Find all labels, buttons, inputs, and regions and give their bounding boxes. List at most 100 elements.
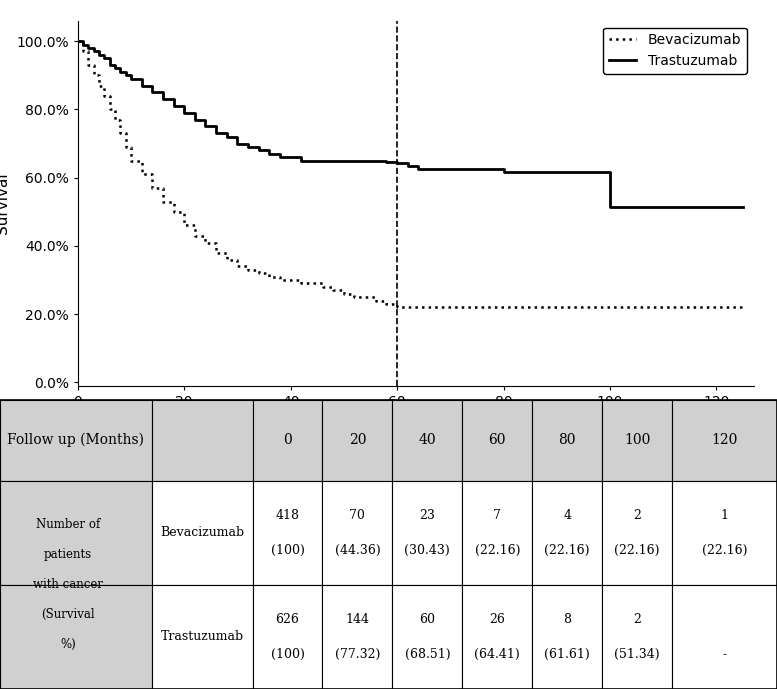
- Trastuzumab: [110, 64, 120, 72]
- Text: (44.36): (44.36): [335, 544, 380, 557]
- Bevacizumab: [265, 272, 274, 280]
- Text: Trastuzumab: Trastuzumab: [161, 630, 243, 644]
- Text: 626: 626: [276, 613, 299, 626]
- Text: Number of
 
patients
 
with cancer
 
(Survival
 
%): Number of patients with cancer (Survival…: [33, 518, 103, 651]
- Bevacizumab: [340, 289, 349, 298]
- Bevacizumab: [318, 282, 327, 291]
- Bar: [462, 585, 532, 689]
- Bevacizumab: [148, 184, 157, 192]
- Text: (22.16): (22.16): [545, 544, 590, 557]
- Trastuzumab: [738, 203, 747, 212]
- Bar: [532, 400, 602, 481]
- Bar: [253, 481, 322, 585]
- Trastuzumab: [329, 156, 338, 165]
- Bevacizumab: [211, 249, 221, 257]
- Text: 418: 418: [276, 509, 299, 522]
- Bevacizumab: [73, 37, 82, 45]
- Bevacizumab: [190, 232, 200, 240]
- Text: (61.61): (61.61): [545, 648, 590, 661]
- Bar: [322, 585, 392, 689]
- Trastuzumab: [265, 150, 274, 158]
- Trastuzumab: [275, 153, 284, 161]
- Text: Bevacizumab: Bevacizumab: [160, 526, 244, 539]
- Bar: [392, 481, 462, 585]
- Bevacizumab: [738, 302, 747, 311]
- Text: 0: 0: [283, 433, 292, 447]
- Bevacizumab: [169, 207, 178, 216]
- Bar: [0, 400, 152, 481]
- Trastuzumab: [659, 203, 668, 212]
- Bar: [602, 481, 672, 585]
- Line: Trastuzumab: Trastuzumab: [78, 41, 743, 207]
- Bevacizumab: [200, 238, 210, 247]
- Bevacizumab: [392, 302, 402, 311]
- Text: (30.43): (30.43): [405, 544, 450, 557]
- Trastuzumab: [286, 153, 295, 161]
- Y-axis label: Survival: Survival: [0, 172, 11, 234]
- Bar: [253, 400, 322, 481]
- Trastuzumab: [73, 37, 82, 45]
- Trastuzumab: [542, 168, 551, 176]
- Bevacizumab: [84, 61, 93, 69]
- X-axis label: Duration in Months: Duration in Months: [343, 414, 489, 429]
- Bevacizumab: [179, 221, 189, 229]
- Text: (22.16): (22.16): [702, 544, 747, 557]
- Bar: [0, 481, 152, 585]
- Text: (68.51): (68.51): [405, 648, 450, 661]
- Text: -: -: [723, 648, 726, 661]
- Text: 23: 23: [420, 509, 435, 522]
- Bevacizumab: [605, 302, 615, 311]
- Bevacizumab: [307, 279, 316, 287]
- Text: 60: 60: [420, 613, 435, 626]
- Text: 100: 100: [624, 433, 650, 447]
- Text: 4: 4: [563, 509, 571, 522]
- Bevacizumab: [222, 256, 232, 264]
- Trastuzumab: [190, 116, 200, 124]
- Trastuzumab: [105, 61, 114, 69]
- Trastuzumab: [179, 109, 189, 117]
- Bar: [672, 400, 777, 481]
- Bevacizumab: [243, 266, 253, 274]
- Trastuzumab: [148, 88, 157, 96]
- Bevacizumab: [105, 105, 114, 114]
- Bar: [392, 585, 462, 689]
- Bevacizumab: [137, 170, 146, 178]
- Trastuzumab: [361, 156, 370, 165]
- Trastuzumab: [350, 156, 359, 165]
- Bevacizumab: [233, 263, 242, 271]
- Bevacizumab: [297, 279, 306, 287]
- Trastuzumab: [318, 156, 327, 165]
- Trastuzumab: [121, 71, 131, 79]
- Bar: [602, 585, 672, 689]
- Text: 20: 20: [349, 433, 366, 447]
- Bar: [672, 585, 777, 689]
- Text: 8: 8: [563, 613, 571, 626]
- Trastuzumab: [222, 132, 232, 141]
- Bevacizumab: [382, 300, 391, 308]
- Bar: [322, 481, 392, 585]
- Bar: [322, 400, 392, 481]
- Text: (77.32): (77.32): [335, 648, 380, 661]
- Bevacizumab: [116, 129, 125, 137]
- Text: 1: 1: [720, 509, 729, 522]
- Text: 80: 80: [559, 433, 576, 447]
- Bevacizumab: [127, 156, 136, 165]
- Trastuzumab: [137, 81, 146, 90]
- Text: (22.16): (22.16): [475, 544, 520, 557]
- Text: 2: 2: [633, 509, 641, 522]
- Trastuzumab: [211, 129, 221, 137]
- Bar: [532, 481, 602, 585]
- Text: 120: 120: [712, 433, 737, 447]
- Trastuzumab: [382, 158, 391, 167]
- Trastuzumab: [94, 51, 103, 59]
- Bevacizumab: [94, 81, 103, 90]
- Bevacizumab: [712, 302, 721, 311]
- Trastuzumab: [99, 54, 109, 62]
- Bevacizumab: [329, 286, 338, 294]
- Bar: [392, 400, 462, 481]
- Text: 60: 60: [489, 433, 506, 447]
- Trastuzumab: [403, 162, 413, 170]
- Trastuzumab: [84, 44, 93, 52]
- Trastuzumab: [254, 146, 263, 154]
- Trastuzumab: [116, 68, 125, 76]
